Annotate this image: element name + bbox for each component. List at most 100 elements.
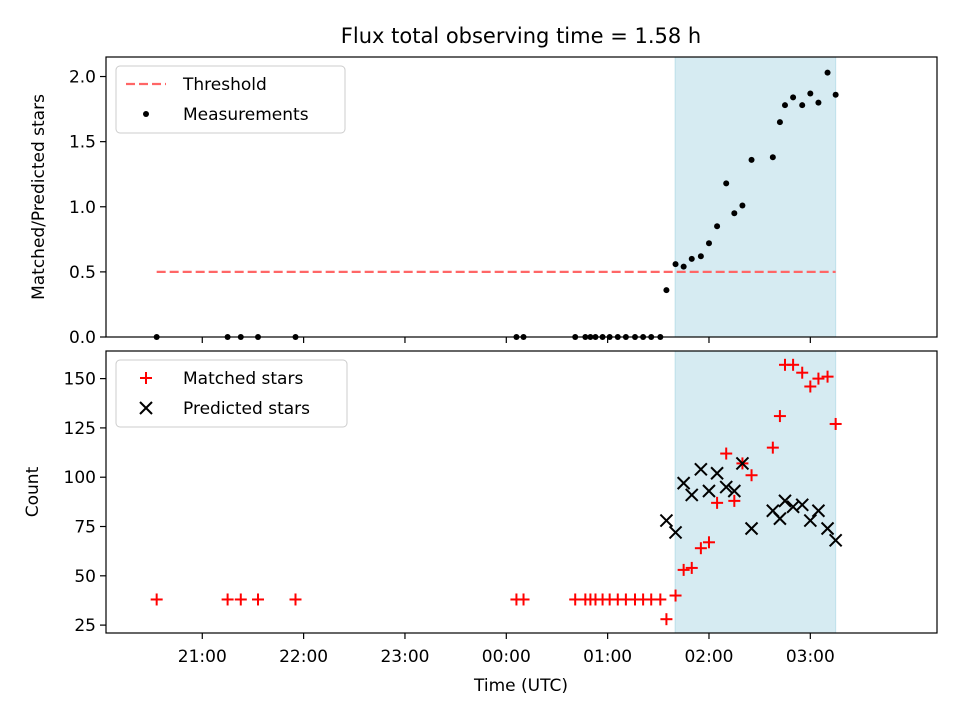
- matched-stars-point: [766, 441, 779, 454]
- matched-stars-point: [234, 593, 247, 606]
- matched-stars-point: [221, 593, 234, 606]
- ratio-panel: 0.0 0.5 1.0 1.5 2.0 Matched/Predicted stars Th…: [29, 56, 938, 348]
- predicted-stars-point: [694, 462, 708, 477]
- y-axis-label: Count: [23, 466, 43, 517]
- legend-label: Measurements: [183, 105, 309, 125]
- matched-stars-point: [804, 380, 817, 393]
- y-tick-label: 100: [64, 468, 96, 488]
- matched-stars-point: [829, 417, 842, 430]
- legend: Threshold Measurements: [115, 65, 346, 134]
- x-stroke: [803, 513, 818, 528]
- measurement-point: [748, 156, 755, 163]
- measurement-point: [790, 94, 797, 101]
- matched-stars-point: [677, 563, 690, 576]
- measurement-point: [714, 223, 721, 230]
- predicted-stars-point: [676, 476, 691, 490]
- axes-frame: [105, 350, 938, 634]
- matched-stars-point: [812, 372, 825, 385]
- measurement-point: [824, 69, 831, 76]
- x-tick-label: 21:00: [178, 647, 227, 667]
- measurement-point: [815, 99, 822, 106]
- x-stroke: [744, 521, 759, 536]
- x-stroke: [668, 525, 683, 540]
- observing-span-shade: [674, 56, 837, 338]
- predicted-stars-point: [659, 513, 674, 528]
- x-tick-label: 23:00: [380, 647, 429, 667]
- measurement-point: [705, 240, 712, 247]
- x-stroke: [773, 511, 787, 526]
- predicted-stars-point: [795, 498, 809, 512]
- x-stroke: [659, 513, 674, 528]
- legend-x-swatch: [139, 401, 153, 415]
- measurement-point: [832, 91, 839, 98]
- y-tick-label: 50: [74, 567, 96, 587]
- y-tick-label: 75: [74, 518, 96, 538]
- matched-stars-point: [745, 469, 758, 482]
- measurement-point: [697, 253, 704, 260]
- measurement-point: [663, 287, 670, 294]
- measurement-point: [769, 154, 776, 161]
- measurement-point: [776, 119, 783, 126]
- matched-stars-point: [728, 494, 741, 507]
- y-axis-label: Matched/Predicted stars: [29, 94, 49, 300]
- legend-box: [115, 359, 348, 428]
- x-tick-label: 03:00: [786, 647, 835, 667]
- x-stroke: [811, 504, 826, 518]
- measurement-point: [680, 263, 687, 270]
- observing-span-shade: [674, 350, 837, 634]
- x-stroke: [820, 521, 835, 536]
- matched-stars-point: [787, 358, 800, 371]
- y-tick-label: 1.0: [69, 198, 96, 218]
- predicted-stars-point: [685, 488, 699, 502]
- axes-frame: [105, 56, 938, 338]
- matched-stars-point: [289, 593, 302, 606]
- predicted-stars-point: [727, 484, 742, 498]
- legend: Matched stars Predicted stars: [115, 359, 348, 428]
- x-stroke: [735, 456, 750, 471]
- predicted-stars-point: [668, 525, 683, 540]
- y-tick-label: 25: [74, 616, 96, 636]
- matched-stars-point: [669, 589, 682, 602]
- series-matched-stars: [150, 358, 842, 626]
- measurement-point: [723, 180, 730, 187]
- y-tick-label: 0.0: [69, 328, 96, 348]
- x-stroke: [778, 494, 792, 508]
- legend-label: Predicted stars: [183, 399, 310, 419]
- x-stroke: [828, 533, 843, 548]
- series-predicted-stars: [659, 456, 843, 548]
- matched-stars-point: [773, 410, 786, 423]
- x-stroke: [786, 500, 800, 514]
- predicted-stars-point: [820, 521, 835, 536]
- x-stroke: [727, 484, 742, 498]
- legend-label: Threshold: [182, 75, 267, 95]
- matched-stars-point: [517, 593, 530, 606]
- legend-label: Matched stars: [183, 369, 303, 389]
- matched-stars-point: [694, 542, 707, 555]
- x-tick-label: 02:00: [684, 647, 733, 667]
- y-tick-label: 1.5: [69, 133, 96, 153]
- matched-stars-point: [654, 593, 667, 606]
- matched-stars-point: [796, 366, 809, 379]
- x-stroke: [694, 462, 708, 477]
- x-stroke: [710, 466, 724, 480]
- predicted-stars-point: [719, 480, 733, 494]
- measurement-point: [781, 102, 788, 109]
- matched-stars-point: [569, 593, 582, 606]
- y-tick-label: 150: [64, 370, 96, 390]
- matched-stars-point: [711, 496, 724, 509]
- x-tick-label: 22:00: [279, 647, 328, 667]
- y-tick-label: 125: [64, 419, 96, 439]
- x-tick-label: 01:00: [583, 647, 632, 667]
- x-stroke: [766, 504, 780, 518]
- x-axis-label: Time (UTC): [473, 676, 568, 696]
- measurement-point: [739, 202, 746, 209]
- predicted-stars-point: [744, 521, 759, 536]
- matched-stars-point: [685, 561, 698, 574]
- y-tick-label: 2.0: [69, 68, 96, 88]
- predicted-stars-point: [778, 494, 792, 508]
- matched-stars-point: [252, 593, 265, 606]
- x-stroke: [719, 480, 733, 494]
- predicted-stars-point: [803, 513, 818, 528]
- x-stroke: [702, 484, 716, 498]
